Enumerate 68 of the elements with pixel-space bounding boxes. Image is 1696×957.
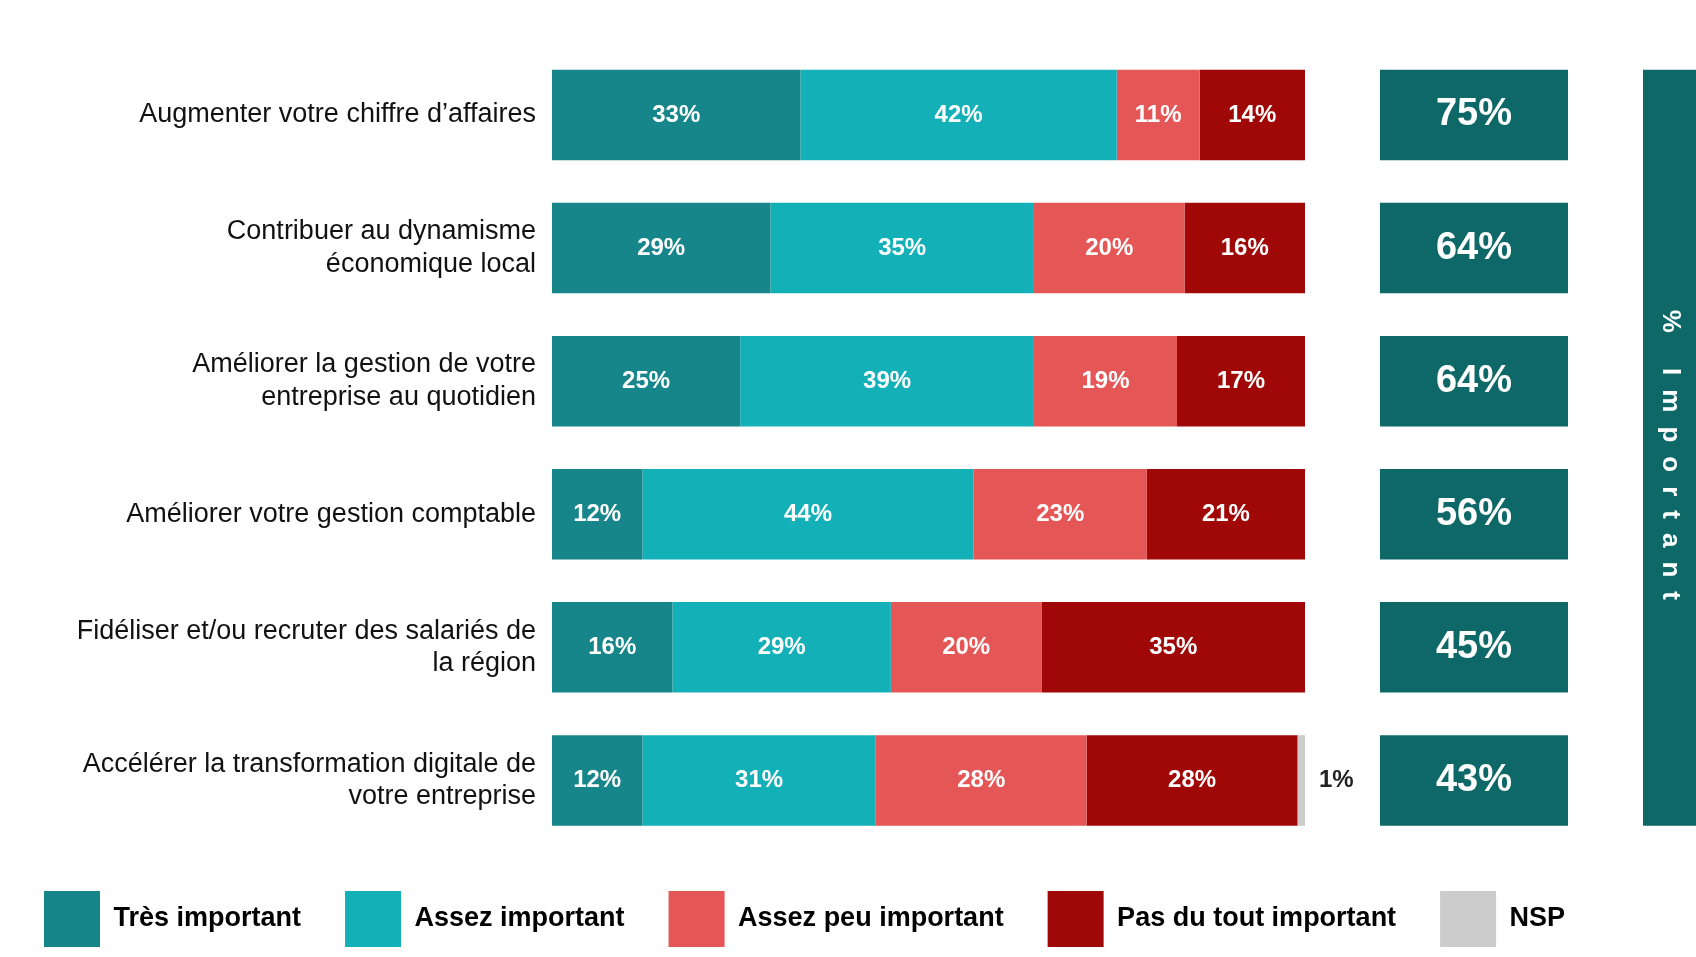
bar: [740, 335, 1034, 427]
data-label: 19%: [1081, 365, 1130, 393]
text: 64%: [1435, 224, 1513, 267]
y-tick-label: Augmenter votre chiffre d’affaires: [139, 98, 536, 129]
bar: [1033, 202, 1185, 294]
bar: [1199, 69, 1305, 161]
data-label: 17%: [1216, 365, 1266, 393]
data-label: 1%: [1319, 765, 1354, 793]
data-label: 20%: [942, 631, 991, 659]
data-label: 20%: [1085, 232, 1134, 260]
bar: [552, 69, 801, 161]
bar: [1041, 602, 1305, 693]
legend-label: Pas du tout important: [1117, 902, 1397, 933]
bar: [672, 602, 891, 693]
data-label: 16%: [1220, 232, 1269, 260]
legend-label: Très important: [113, 902, 302, 933]
bar: [552, 335, 741, 427]
text: 64%: [1435, 357, 1513, 400]
bar: [800, 69, 1117, 161]
data-label: 28%: [957, 765, 1006, 793]
bar: [1297, 735, 1305, 826]
data-label: 29%: [757, 631, 806, 659]
bar: [1146, 469, 1305, 560]
data-label: 35%: [1149, 631, 1198, 659]
y-tick-label: Accélérer la transformation digitale de votre entreprise: [82, 747, 536, 811]
bar: [1086, 735, 1298, 826]
bar: [973, 469, 1147, 560]
y-tick-label: Fidéliser et/ou recruter des salariés de la région: [76, 614, 536, 677]
bar: [1184, 202, 1305, 294]
y-tick-label: Améliorer la gestion de votre entreprise au quotidien: [192, 348, 536, 411]
bar: [890, 602, 1042, 693]
bar: [642, 469, 974, 560]
text: 43%: [1435, 756, 1513, 799]
bar: [552, 469, 643, 560]
data-label: 31%: [735, 765, 784, 793]
bar: [875, 735, 1087, 826]
data-label: 44%: [784, 498, 833, 526]
text: 75%: [1435, 91, 1513, 134]
bar: [642, 735, 876, 826]
y-tick-label: Améliorer votre gestion comptable: [126, 497, 536, 528]
data-label: 39%: [863, 365, 912, 393]
data-label: 28%: [1168, 765, 1217, 793]
data-label: 12%: [573, 498, 622, 526]
data-label: 33%: [652, 99, 701, 127]
data-label: 23%: [1036, 498, 1085, 526]
bar: [552, 602, 673, 693]
data-label: 12%: [573, 765, 622, 793]
bar: [1116, 69, 1200, 161]
bar: [1033, 335, 1177, 427]
bar: [770, 202, 1034, 294]
text: % Important: [1656, 309, 1687, 614]
data-label: 16%: [588, 631, 637, 659]
data-label: 42%: [934, 99, 983, 127]
bar: [552, 202, 771, 294]
bar: [552, 735, 643, 826]
data-label: 14%: [1228, 99, 1277, 127]
text: 56%: [1435, 490, 1513, 533]
y-tick-label: Contribuer au dynamisme économique local: [226, 215, 536, 278]
data-label: 25%: [622, 365, 671, 393]
text: 45%: [1435, 623, 1513, 666]
legend-label: Assez important: [414, 902, 625, 933]
data-label: 35%: [878, 232, 927, 260]
legend-label: Assez peu important: [738, 902, 1004, 933]
data-label: 21%: [1201, 498, 1250, 526]
data-label: 11%: [1134, 99, 1182, 127]
bar: [1176, 335, 1305, 427]
legend-label: NSP: [1509, 902, 1566, 933]
data-label: 29%: [637, 232, 686, 260]
